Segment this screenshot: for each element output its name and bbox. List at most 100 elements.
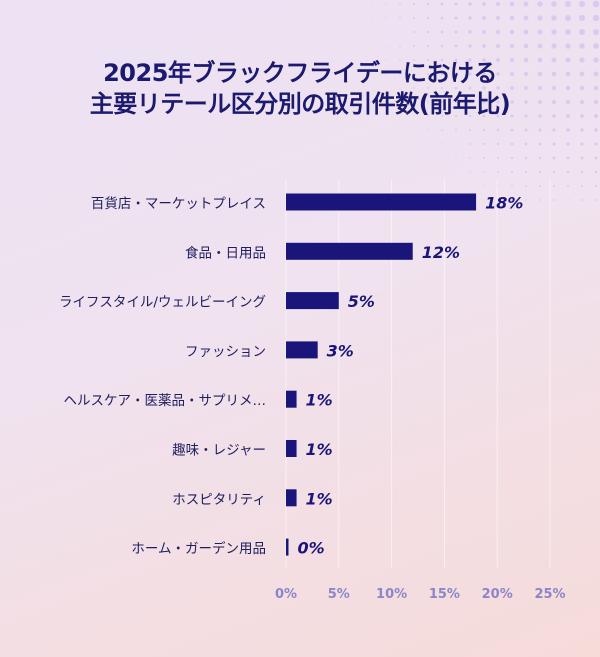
- decorative-dot: [413, 59, 415, 61]
- decorative-dot: [412, 16, 416, 20]
- decorative-dot: [371, 45, 373, 47]
- decorative-dot: [468, 72, 472, 76]
- decorative-dot: [510, 86, 514, 90]
- x-tick-label: 10%: [376, 587, 407, 602]
- decorative-dot: [468, 2, 472, 6]
- decorative-dot: [496, 156, 500, 160]
- decorative-dot: [593, 99, 599, 105]
- decorative-dot: [413, 73, 415, 75]
- decorative-dot: [482, 30, 486, 34]
- decorative-dot: [538, 142, 542, 146]
- value-label: 12%: [422, 243, 460, 262]
- decorative-dot: [385, 73, 387, 75]
- decorative-dot: [525, 199, 527, 201]
- decorative-dot: [441, 129, 443, 131]
- decorative-dot: [497, 171, 499, 173]
- bar: [286, 489, 297, 507]
- decorative-dot: [440, 100, 444, 104]
- x-tick-label: 25%: [534, 587, 565, 602]
- decorative-dot: [440, 16, 444, 20]
- decorative-dot: [593, 57, 599, 63]
- decorative-dot: [426, 2, 430, 6]
- decorative-dot: [496, 44, 500, 48]
- decorative-dot: [510, 114, 514, 118]
- decorative-dot: [455, 185, 457, 187]
- decorative-dot: [483, 185, 485, 187]
- decorative-dot: [385, 59, 387, 61]
- decorative-dot: [413, 143, 415, 145]
- decorative-dot: [483, 157, 485, 159]
- decorative-dot: [509, 57, 515, 63]
- decorative-dot: [495, 1, 501, 7]
- decorative-dot: [509, 29, 515, 35]
- decorative-dot: [579, 71, 585, 77]
- decorative-dot: [566, 170, 570, 174]
- decorative-dot: [454, 58, 458, 62]
- decorative-dot: [565, 71, 571, 77]
- decorative-dot: [565, 99, 571, 105]
- decorative-dot: [482, 114, 486, 118]
- decorative-dot: [593, 43, 599, 49]
- decorative-dot: [594, 156, 598, 160]
- value-label: 18%: [485, 194, 523, 213]
- decorative-dot: [524, 156, 528, 160]
- decorative-dot: [441, 171, 443, 173]
- decorative-dot: [510, 72, 514, 76]
- decorative-dot: [495, 29, 501, 35]
- decorative-dot: [511, 171, 513, 173]
- decorative-dot: [579, 43, 585, 49]
- decorative-dot: [426, 16, 430, 20]
- decorative-dot: [413, 115, 415, 117]
- decorative-dot: [524, 100, 528, 104]
- decorative-dot: [469, 185, 471, 187]
- decorative-dot: [440, 72, 444, 76]
- decorative-dot: [525, 185, 527, 187]
- decorative-dot: [427, 157, 429, 159]
- decorative-dot: [454, 100, 458, 104]
- decorative-dot: [496, 58, 500, 62]
- decorative-dot: [385, 17, 387, 19]
- decorative-dot: [482, 142, 486, 146]
- decorative-dot: [566, 142, 570, 146]
- decorative-dot: [524, 114, 528, 118]
- category-label: ヘルスケア・医薬品・サプリメ…: [64, 393, 267, 409]
- decorative-dot: [399, 17, 401, 19]
- decorative-dot: [497, 199, 499, 201]
- decorative-dot: [495, 15, 501, 21]
- decorative-dot: [455, 143, 457, 145]
- decorative-dot: [483, 199, 485, 201]
- decorative-dot: [482, 100, 486, 104]
- decorative-dot: [496, 142, 500, 146]
- decorative-dot: [580, 114, 584, 118]
- decorative-dot: [594, 142, 598, 146]
- decorative-dot: [399, 3, 401, 5]
- decorative-dot: [440, 58, 444, 62]
- decorative-dot: [482, 44, 486, 48]
- x-tick-label: 20%: [482, 587, 513, 602]
- decorative-dot: [427, 143, 429, 145]
- decorative-dot: [537, 43, 543, 49]
- decorative-dot: [371, 3, 373, 5]
- category-label: 百貨店・マーケットプレイス: [91, 195, 266, 212]
- decorative-dot: [565, 15, 571, 21]
- decorative-dot: [468, 114, 472, 118]
- decorative-dot: [594, 170, 598, 174]
- decorative-dot: [523, 15, 529, 21]
- decorative-dot: [594, 128, 598, 132]
- decorative-dot: [426, 72, 430, 76]
- decorative-dot: [427, 101, 429, 103]
- decorative-dot: [539, 199, 541, 201]
- decorative-dot: [371, 17, 373, 19]
- category-label: 食品・日用品: [185, 244, 266, 261]
- decorative-dot: [469, 171, 471, 173]
- category-label: ライフスタイル/ウェルビーイング: [59, 295, 266, 311]
- decorative-dot: [593, 71, 599, 77]
- decorative-dot: [552, 170, 556, 174]
- decorative-dot: [509, 1, 515, 7]
- decorative-dot: [454, 114, 458, 118]
- decorative-dot: [552, 156, 556, 160]
- decorative-dot: [538, 170, 542, 174]
- value-label: 0%: [298, 539, 325, 558]
